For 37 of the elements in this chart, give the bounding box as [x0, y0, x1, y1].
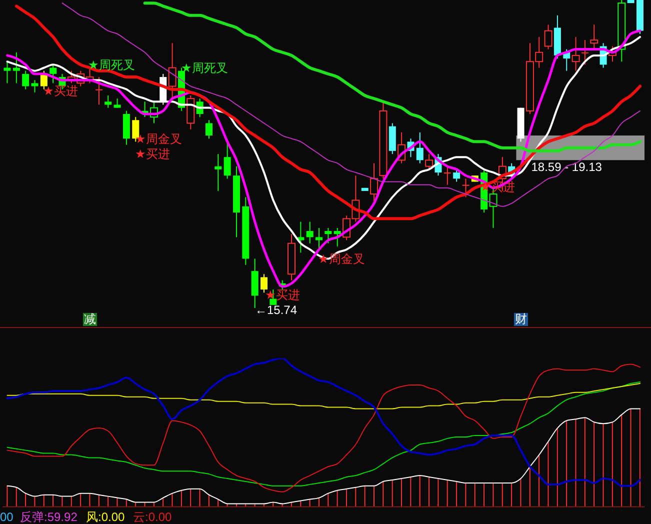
candlestick — [95, 76, 102, 106]
candlestick — [462, 178, 470, 198]
candlestick — [214, 154, 222, 192]
text: 00 — [0, 510, 14, 524]
candlestick — [104, 94, 112, 108]
text: 减 — [83, 312, 97, 326]
candlestick — [12, 52, 20, 84]
text: 风:0.00 — [86, 510, 125, 524]
candlestick — [50, 64, 57, 84]
candlestick — [306, 221, 314, 244]
candlestick — [334, 227, 341, 247]
candlestick — [4, 61, 11, 84]
candlestick — [590, 24, 598, 50]
text: 反弹:59.92 — [20, 510, 78, 524]
candlestick — [572, 36, 580, 72]
candlestick — [370, 162, 378, 204]
candlestick — [444, 166, 451, 186]
text: 财 — [514, 312, 528, 326]
candlestick — [22, 70, 30, 90]
annotation: ★买进 — [135, 147, 170, 161]
candlestick — [205, 120, 212, 140]
candlestick — [416, 132, 424, 164]
candlestick — [31, 80, 38, 93]
candlestick — [425, 154, 434, 170]
annotation: ★买进 — [43, 84, 78, 98]
candlestick — [260, 274, 268, 294]
text: 云:0.00 — [133, 510, 172, 524]
candlestick — [114, 98, 121, 108]
annotation: ★周死叉 — [181, 61, 228, 75]
candlestick — [544, 24, 552, 50]
candlestick — [316, 227, 323, 250]
candlestick — [453, 168, 460, 182]
candlestick — [324, 227, 332, 244]
candlestick — [581, 40, 588, 66]
annotation: ←15.74 — [255, 303, 298, 317]
candlestick — [168, 42, 176, 100]
annotation: ★周金叉 — [135, 132, 182, 146]
